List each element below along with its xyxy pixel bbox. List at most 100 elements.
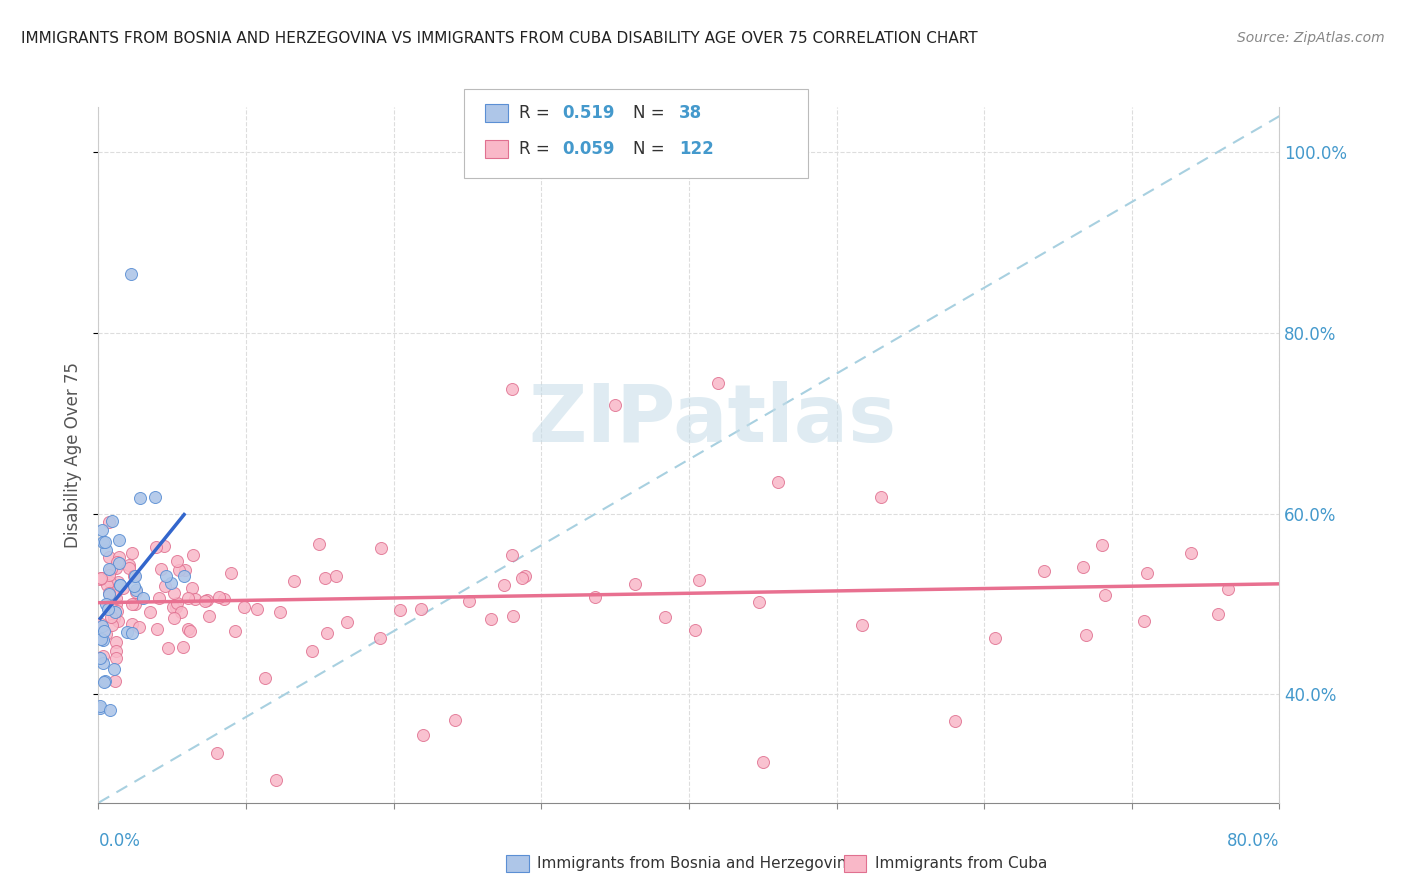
Point [124, 569, 146, 583]
Point [173, 569, 195, 583]
Point [105, 555, 128, 569]
Point [388, 603, 411, 617]
Point [89, 698, 111, 713]
Point [457, 593, 479, 607]
Point [177, 622, 200, 636]
Point [335, 615, 357, 629]
Point [101, 514, 124, 528]
Point [90, 617, 112, 632]
Point [165, 600, 187, 615]
Point [97, 602, 120, 616]
Point [583, 590, 606, 604]
Point [163, 610, 186, 624]
Point [184, 591, 207, 606]
Point [688, 574, 710, 588]
Point [314, 571, 336, 585]
Point [412, 728, 434, 742]
Point [510, 571, 533, 585]
Text: 0.0%: 0.0% [98, 831, 141, 850]
Point [98, 703, 121, 717]
Y-axis label: Disability Age Over 75: Disability Age Over 75 [65, 362, 83, 548]
Point [125, 583, 148, 598]
Point [1033, 564, 1056, 578]
Point [205, 746, 228, 760]
Point [177, 591, 200, 605]
Point [103, 611, 125, 625]
Point [104, 674, 127, 689]
Point [149, 562, 172, 576]
Point [121, 546, 143, 560]
Point [91, 657, 114, 671]
Point [707, 376, 730, 390]
Point [146, 623, 169, 637]
Point [104, 651, 127, 665]
Point [121, 626, 143, 640]
Point [91, 535, 114, 549]
Point [108, 533, 131, 547]
Point [752, 755, 775, 769]
Point [100, 610, 122, 624]
Point [97, 587, 120, 601]
Point [283, 574, 305, 588]
Point [198, 609, 221, 624]
Point [1133, 614, 1156, 628]
Point [444, 713, 467, 727]
Point [89, 650, 111, 665]
Point [851, 618, 873, 632]
Point [128, 620, 150, 634]
Text: 122: 122 [679, 140, 714, 158]
Point [97, 515, 120, 529]
Point [108, 578, 131, 592]
Point [145, 540, 167, 554]
Point [111, 581, 134, 595]
Point [105, 604, 128, 618]
Point [162, 599, 184, 614]
Point [166, 554, 188, 568]
Point [125, 584, 148, 599]
Point [943, 714, 966, 729]
Point [103, 583, 125, 598]
Point [100, 561, 122, 575]
Point [124, 579, 146, 593]
Point [479, 611, 502, 625]
Point [1180, 545, 1202, 559]
Point [91, 648, 114, 663]
Point [370, 541, 392, 556]
Point [194, 594, 217, 608]
Text: 0.519: 0.519 [562, 104, 614, 122]
Point [104, 560, 127, 574]
Text: N =: N = [633, 104, 669, 122]
Point [93, 534, 115, 549]
Text: Immigrants from Bosnia and Herzegovina: Immigrants from Bosnia and Herzegovina [537, 856, 856, 871]
Point [121, 616, 143, 631]
Text: R =: R = [519, 140, 555, 158]
Point [308, 537, 330, 551]
Point [179, 624, 201, 639]
Point [162, 586, 184, 600]
Point [90, 632, 112, 646]
Point [683, 623, 706, 637]
Text: ZIPatlas: ZIPatlas [529, 381, 897, 459]
Point [1071, 560, 1094, 574]
Point [870, 491, 893, 505]
Text: 0.059: 0.059 [562, 140, 614, 158]
Text: 80.0%: 80.0% [1227, 831, 1279, 850]
Point [132, 591, 155, 606]
Point [97, 568, 120, 582]
Point [153, 539, 176, 553]
Point [143, 491, 166, 505]
Point [108, 556, 131, 570]
Point [98, 562, 121, 576]
Point [181, 548, 204, 562]
Point [104, 597, 127, 611]
Point [103, 662, 125, 676]
Point [654, 610, 676, 624]
Point [91, 619, 114, 633]
Point [246, 602, 269, 616]
Point [605, 398, 627, 412]
Point [90, 571, 112, 585]
Text: IMMIGRANTS FROM BOSNIA AND HERZEGOVINA VS IMMIGRANTS FROM CUBA DISABILITY AGE OV: IMMIGRANTS FROM BOSNIA AND HERZEGOVINA V… [21, 31, 977, 46]
Point [89, 701, 111, 715]
Point [170, 605, 193, 619]
Point [104, 585, 127, 599]
